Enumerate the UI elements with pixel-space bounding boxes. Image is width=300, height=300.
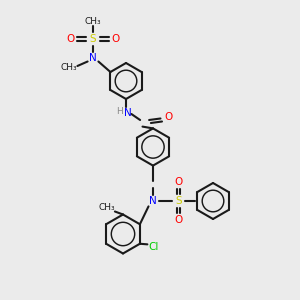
Text: O: O: [164, 112, 173, 122]
Text: O: O: [111, 34, 120, 44]
Text: S: S: [175, 196, 182, 206]
Text: N: N: [124, 107, 131, 118]
Text: N: N: [149, 196, 157, 206]
Text: H: H: [116, 106, 123, 116]
Text: CH₃: CH₃: [98, 202, 115, 211]
Text: O: O: [174, 214, 183, 225]
Text: S: S: [90, 34, 96, 44]
Text: CH₃: CH₃: [61, 63, 77, 72]
Text: O: O: [174, 177, 183, 188]
Text: N: N: [89, 53, 97, 64]
Text: O: O: [66, 34, 75, 44]
Text: CH₃: CH₃: [85, 16, 101, 26]
Text: Cl: Cl: [148, 242, 159, 252]
